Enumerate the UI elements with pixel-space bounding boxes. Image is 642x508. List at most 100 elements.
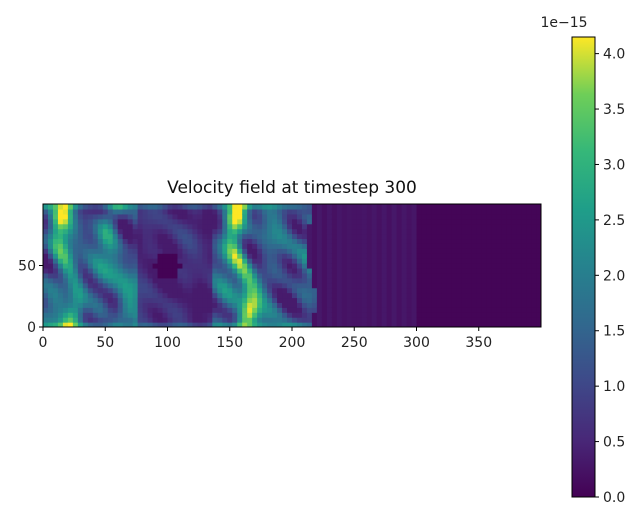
- heatmap-cell: [242, 243, 248, 249]
- heatmap-cell: [252, 208, 258, 215]
- heatmap-cell: [321, 248, 328, 254]
- heatmap-cell: [267, 317, 273, 323]
- heatmap-cell: [202, 322, 208, 327]
- heatmap-cell: [426, 204, 433, 210]
- heatmap-cell: [401, 248, 408, 254]
- heatmap-cell: [197, 233, 203, 240]
- heatmap-cell: [72, 297, 79, 303]
- heatmap-cell: [496, 297, 502, 303]
- heatmap-cell: [446, 218, 452, 225]
- heatmap-cell: [47, 317, 54, 323]
- heatmap-cell: [232, 292, 238, 299]
- heatmap-cell: [371, 322, 378, 327]
- heatmap-cell: [406, 317, 413, 323]
- heatmap-cell: [43, 287, 49, 294]
- heatmap-cell: [127, 272, 134, 279]
- heatmap-cell: [62, 322, 69, 327]
- heatmap-cell: [426, 243, 433, 249]
- heatmap-cell: [301, 204, 308, 210]
- heatmap-cell: [137, 267, 144, 274]
- heatmap-cell: [521, 282, 527, 289]
- heatmap-cell: [521, 208, 527, 215]
- colorbar: [571, 36, 596, 498]
- heatmap-cell: [471, 312, 477, 318]
- heatmap-cell: [296, 287, 303, 294]
- heatmap-cell: [282, 263, 288, 269]
- heatmap-cell: [77, 272, 84, 279]
- heatmap-cell: [72, 267, 79, 274]
- heatmap-cell: [416, 287, 423, 294]
- heatmap-cell: [177, 287, 184, 294]
- heatmap-cell: [67, 267, 74, 274]
- heatmap-cell: [262, 287, 268, 294]
- heatmap-cell: [172, 248, 179, 254]
- heatmap-cell: [406, 277, 413, 284]
- heatmap-cell: [511, 213, 517, 220]
- heatmap-cell: [292, 297, 298, 303]
- heatmap-cell: [441, 277, 447, 284]
- heatmap-cell: [301, 243, 308, 249]
- heatmap-cell: [356, 263, 363, 269]
- heatmap-cell: [301, 233, 308, 240]
- heatmap-cell: [456, 218, 462, 225]
- heatmap-cell: [301, 228, 308, 235]
- heatmap-cell: [336, 282, 343, 289]
- heatmap-cell: [262, 282, 268, 289]
- heatmap-cell: [132, 258, 139, 264]
- heatmap-cell: [501, 233, 507, 240]
- heatmap-cell: [167, 267, 174, 274]
- heatmap-cell: [476, 204, 482, 210]
- heatmap-cell: [471, 292, 477, 299]
- heatmap-cell: [202, 297, 208, 303]
- heatmap-cell: [356, 208, 363, 215]
- heatmap-cell: [207, 307, 213, 313]
- heatmap-cell: [361, 223, 368, 230]
- heatmap-cell: [326, 253, 333, 259]
- heatmap-cell: [182, 238, 189, 244]
- heatmap-cell: [391, 204, 398, 210]
- heatmap-cell: [416, 238, 423, 244]
- heatmap-cell: [506, 297, 512, 303]
- heatmap-cell: [351, 297, 358, 303]
- heatmap-cell: [192, 213, 198, 220]
- heatmap-cell: [167, 233, 174, 240]
- heatmap-cell: [501, 267, 507, 274]
- heatmap-cell: [351, 223, 358, 230]
- heatmap-cell: [177, 302, 184, 308]
- heatmap-cell: [172, 322, 179, 327]
- heatmap-cell: [346, 307, 353, 313]
- heatmap-cell: [381, 223, 388, 230]
- heatmap-cell: [122, 282, 129, 289]
- heatmap-cell: [122, 322, 129, 327]
- heatmap-cell: [341, 282, 348, 289]
- heatmap-cell: [311, 213, 318, 220]
- heatmap-cell: [411, 297, 418, 303]
- heatmap-cell: [197, 287, 203, 294]
- heatmap-cell: [272, 218, 278, 225]
- heatmap-cell: [282, 287, 288, 294]
- heatmap-cell: [212, 263, 218, 269]
- heatmap-cell: [516, 272, 522, 279]
- heatmap-cell: [441, 317, 447, 323]
- heatmap-cell: [471, 287, 477, 294]
- heatmap-cell: [311, 228, 318, 235]
- heatmap-cell: [491, 263, 497, 269]
- heatmap-cell: [107, 287, 114, 294]
- heatmap-cell: [262, 277, 268, 284]
- heatmap-cell: [371, 213, 378, 220]
- heatmap-cell: [486, 277, 492, 284]
- heatmap-cell: [371, 263, 378, 269]
- heatmap-cell: [411, 302, 418, 308]
- heatmap-cell: [132, 287, 139, 294]
- heatmap-cell: [247, 322, 253, 327]
- heatmap-cell: [411, 253, 418, 259]
- heatmap-cell: [282, 258, 288, 264]
- heatmap-cell: [341, 233, 348, 240]
- heatmap-cell: [441, 248, 447, 254]
- heatmap-cell: [336, 248, 343, 254]
- heatmap-cell: [406, 223, 413, 230]
- heatmap-cell: [416, 204, 423, 210]
- heatmap-cell: [92, 228, 99, 235]
- heatmap-cell: [97, 204, 104, 210]
- heatmap-cell: [262, 317, 268, 323]
